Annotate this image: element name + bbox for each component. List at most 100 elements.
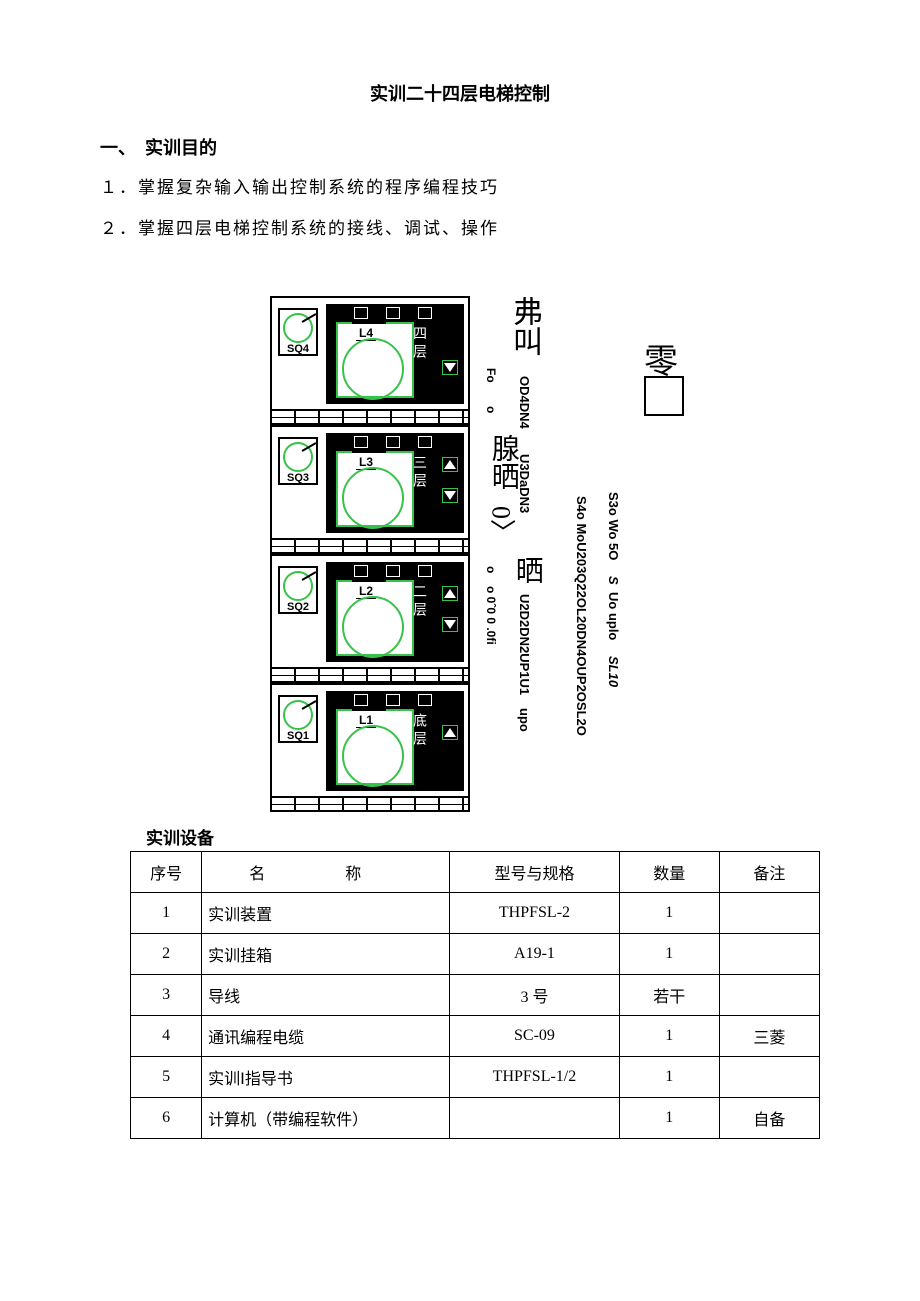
- sq-circle-icon: [283, 700, 313, 730]
- cell-note: [719, 974, 819, 1015]
- indicator-pip: [386, 565, 400, 577]
- arrow-up-icon: [442, 586, 458, 601]
- side-left-d: o 0ˆ0 0 .0fi: [481, 586, 500, 645]
- floor-block: SQ4 L4四层: [270, 296, 470, 411]
- table-header-row: 序号 名称 型号与规格 数量 备注: [131, 851, 820, 892]
- cell-qty: 1: [619, 1015, 719, 1056]
- table-row: 3导线3 号若干: [131, 974, 820, 1015]
- indicator-pip: [386, 694, 400, 706]
- arrow-up-icon: [442, 457, 458, 472]
- goal-1: １．掌握复杂输入输出控制系统的程序编程技巧: [100, 174, 820, 203]
- floor-cn-label: 三层: [412, 455, 428, 491]
- cell-seq: 1: [131, 892, 202, 933]
- sq-lever-icon: [302, 700, 317, 710]
- floor-cn-label: 二层: [412, 584, 428, 620]
- equipment-table: 序号 名称 型号与规格 数量 备注 1实训装置THPFSL-212实训挂箱A19…: [130, 851, 820, 1139]
- side-col2: S4o MoU203Q22OL20DN4OUP2OSL2O: [570, 496, 591, 736]
- table-row: 5实训Ⅰ指导书THPFSL-1/21: [131, 1056, 820, 1097]
- door-circle-icon: [342, 467, 404, 529]
- cell-seq: 3: [131, 974, 202, 1015]
- brick-row: [270, 540, 470, 554]
- indicator-pip: [354, 565, 368, 577]
- goal-2: ２．掌握四层电梯控制系统的接线、调试、操作: [100, 215, 820, 244]
- sq-label: SQ3: [280, 473, 316, 484]
- door-block: L3三层: [326, 433, 464, 533]
- side-code-1: OD4DN4: [513, 376, 534, 429]
- th-spec: 型号与规格: [450, 851, 619, 892]
- floor-block: SQ1L1底层: [270, 683, 470, 798]
- sq-lever-icon: [302, 442, 317, 452]
- indicator-pip: [354, 436, 368, 448]
- side-left-o1: o: [481, 406, 500, 413]
- side-col3b: S: [602, 576, 623, 585]
- side-col3c: Uo uplo: [602, 592, 623, 640]
- th-note: 备注: [719, 851, 819, 892]
- side-code-3: U2D2DN2UP1U1: [513, 594, 534, 695]
- cell-spec: THPFSL-2: [450, 892, 619, 933]
- indicator-pip: [418, 694, 432, 706]
- cell-note: [719, 1056, 819, 1097]
- side-left-e: upo: [513, 708, 534, 732]
- sq-label: SQ2: [280, 602, 316, 613]
- table-row: 6计算机（带编程软件） 1自备: [131, 1097, 820, 1138]
- floor-cn-label: 四层: [412, 326, 428, 362]
- door-block: L1底层: [326, 691, 464, 791]
- elevator-diagram: SQ4L4四层SQ3L3三层SQ2L2二层SQ1L1底层 弗叫 Fo o OD4…: [100, 256, 820, 816]
- cell-name: 实训装置: [202, 892, 450, 933]
- page-title: 实训二十四层电梯控制: [100, 80, 820, 106]
- cell-seq: 6: [131, 1097, 202, 1138]
- cell-note: 三菱: [719, 1015, 819, 1056]
- call-arrow-column: [442, 725, 458, 740]
- door-frame: L2: [336, 580, 414, 656]
- side-left-c: o: [481, 566, 500, 573]
- side-col3d: SL10: [602, 656, 623, 687]
- sq-sensor: SQ1: [278, 695, 318, 743]
- cell-seq: 4: [131, 1015, 202, 1056]
- indicator-pip: [386, 307, 400, 319]
- equipment-label: 实训设备: [146, 824, 820, 849]
- brick-row: [270, 798, 470, 812]
- cell-name: 导线: [202, 974, 450, 1015]
- door-frame: L4: [336, 322, 414, 398]
- th-name: 名称: [202, 851, 450, 892]
- floor-cn-label: 底层: [412, 713, 428, 749]
- brick-row: [270, 411, 470, 425]
- zero-box: [644, 376, 684, 416]
- door-circle-icon: [342, 725, 404, 787]
- side-cjk-top: 弗叫: [500, 296, 548, 356]
- cell-qty: 1: [619, 1097, 719, 1138]
- call-arrow-column: [442, 586, 458, 632]
- sq-lever-icon: [302, 571, 317, 581]
- sq-sensor: SQ2: [278, 566, 318, 614]
- th-qty: 数量: [619, 851, 719, 892]
- indicator-pip: [354, 694, 368, 706]
- cell-spec: A19-1: [450, 933, 619, 974]
- floor-block: SQ2 L2二层: [270, 554, 470, 669]
- top-indicator-row: [354, 565, 432, 577]
- arrow-down-icon: [442, 488, 458, 503]
- cell-name: 计算机（带编程软件）: [202, 1097, 450, 1138]
- arrow-down-icon: [442, 617, 458, 632]
- cell-spec: 3 号: [450, 974, 619, 1015]
- sq-lever-icon: [302, 313, 317, 323]
- sq-label: SQ4: [280, 344, 316, 355]
- cell-name: 通讯编程电缆: [202, 1015, 450, 1056]
- arrow-up-icon: [442, 725, 458, 740]
- sq-circle-icon: [283, 571, 313, 601]
- table-row: 1实训装置THPFSL-21: [131, 892, 820, 933]
- th-seq: 序号: [131, 851, 202, 892]
- cell-spec: THPFSL-1/2: [450, 1056, 619, 1097]
- sq-circle-icon: [283, 313, 313, 343]
- indicator-pip: [386, 436, 400, 448]
- sq-sensor: SQ4: [278, 308, 318, 356]
- cell-note: 自备: [719, 1097, 819, 1138]
- cell-qty: 若干: [619, 974, 719, 1015]
- top-indicator-row: [354, 694, 432, 706]
- indicator-pip: [354, 307, 368, 319]
- cell-spec: [450, 1097, 619, 1138]
- indicator-pip: [418, 307, 432, 319]
- side-code-2: U3DaDN3: [513, 454, 534, 513]
- side-col3a: S3o Wo 5O: [602, 492, 623, 560]
- table-row: 4通讯编程电缆SC-091三菱: [131, 1015, 820, 1056]
- cell-qty: 1: [619, 1056, 719, 1097]
